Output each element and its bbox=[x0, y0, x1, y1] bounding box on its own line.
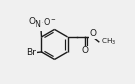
Text: $\mathregular{N^+}$: $\mathregular{N^+}$ bbox=[34, 18, 47, 30]
Text: O: O bbox=[28, 17, 35, 26]
Text: Br: Br bbox=[26, 48, 36, 57]
Text: CH$_3$: CH$_3$ bbox=[101, 37, 116, 47]
Text: $\mathregular{O^-}$: $\mathregular{O^-}$ bbox=[43, 16, 57, 27]
Text: O: O bbox=[82, 46, 89, 55]
Text: O: O bbox=[89, 29, 96, 38]
